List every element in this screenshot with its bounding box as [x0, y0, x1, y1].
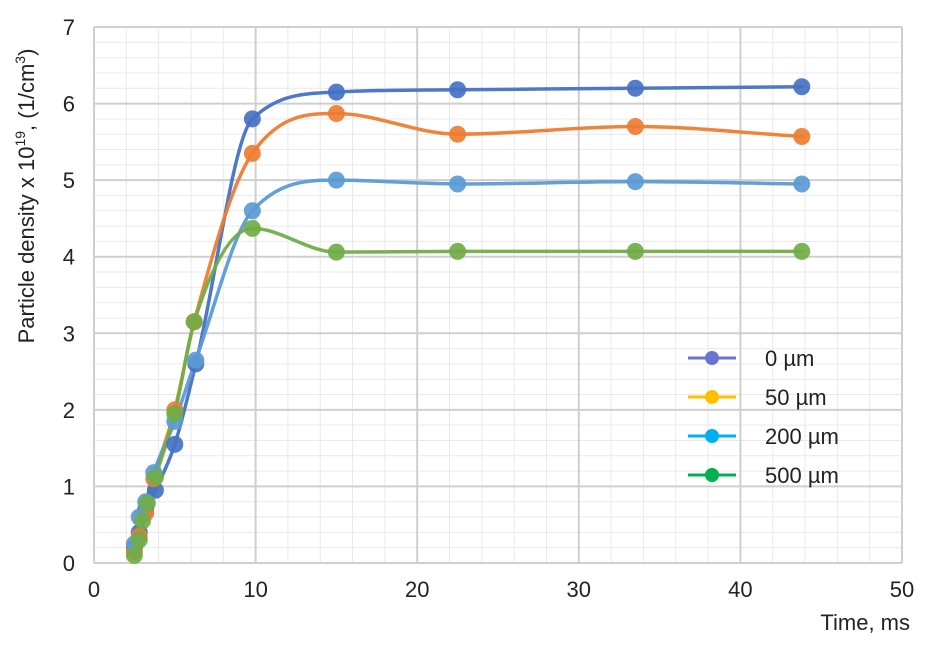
series-4-point	[327, 243, 345, 261]
series-1-point	[243, 110, 261, 128]
legend: 0 µm 50 µm 200 µm 500 µm	[688, 346, 839, 488]
series-3-line	[132, 178, 804, 546]
legend-label: 500 µm	[765, 463, 839, 488]
y-axis-ticks: 0 1 2 3 4 5 6 7	[63, 15, 75, 576]
series-4-point	[130, 531, 148, 549]
x-tick-label: 40	[728, 577, 752, 602]
y-tick-label: 2	[63, 398, 75, 423]
y-tick-label: 4	[63, 245, 75, 270]
series-3-point	[449, 175, 467, 193]
y-axis-title-unit: , (1/cm	[14, 64, 39, 131]
legend-label: 50 µm	[765, 385, 827, 410]
x-axis-ticks: 0 10 20 30 40 50	[88, 577, 914, 602]
y-tick-label: 7	[63, 15, 75, 40]
series-1-point	[626, 79, 644, 97]
x-tick-label: 20	[405, 577, 429, 602]
series-3-point	[327, 171, 345, 189]
y-tick-label: 5	[63, 168, 75, 193]
series-4-point	[626, 242, 644, 260]
series-2-point	[243, 144, 261, 162]
series-4-point	[125, 546, 143, 564]
legend-swatch-marker	[705, 390, 719, 404]
legend-label: 0 µm	[765, 346, 814, 371]
y-axis-title-exponent: 19	[12, 131, 28, 147]
series-2-point	[449, 125, 467, 143]
series-3-point	[243, 202, 261, 220]
y-tick-label: 3	[63, 321, 75, 346]
y-axis-title-close: )	[14, 49, 39, 56]
x-tick-label: 0	[88, 577, 100, 602]
x-axis-title: Time, ms	[820, 610, 910, 635]
series-points	[125, 78, 811, 564]
series-4-point	[138, 494, 156, 512]
series-4-line	[132, 226, 804, 558]
series-4-point	[449, 242, 467, 260]
series-3-point	[187, 351, 205, 369]
series-4-point	[133, 512, 151, 530]
series-2-point	[793, 127, 811, 145]
series-1-point	[327, 83, 345, 101]
x-tick-label: 10	[243, 577, 267, 602]
series-4-point	[793, 242, 811, 260]
legend-swatch-marker	[705, 468, 719, 482]
legend-swatch-marker	[705, 351, 719, 365]
x-tick-label: 50	[890, 577, 914, 602]
series-3-point	[626, 173, 644, 191]
series-1-point	[793, 78, 811, 96]
series-4-point	[146, 468, 164, 486]
series-1-line	[132, 84, 804, 550]
y-tick-label: 6	[63, 92, 75, 117]
y-tick-label: 1	[63, 474, 75, 499]
series-2-point	[327, 105, 345, 123]
legend-swatch-marker	[705, 429, 719, 443]
y-axis-title-unit-exponent: 3	[12, 56, 28, 64]
series-3-point	[793, 175, 811, 193]
y-tick-label: 0	[63, 551, 75, 576]
x-tick-label: 30	[567, 577, 591, 602]
series-lines	[132, 84, 804, 558]
series-1-point	[166, 435, 184, 453]
series-4-point	[185, 313, 203, 331]
y-axis-title-main: Particle density x 10	[14, 147, 39, 344]
series-1-point	[449, 81, 467, 99]
y-axis-title: Particle density x 1019, (1/cm3)	[12, 49, 39, 344]
series-4-point	[166, 405, 184, 423]
series-2-point	[626, 118, 644, 136]
legend-label: 200 µm	[765, 424, 839, 449]
series-4-point	[243, 219, 261, 237]
